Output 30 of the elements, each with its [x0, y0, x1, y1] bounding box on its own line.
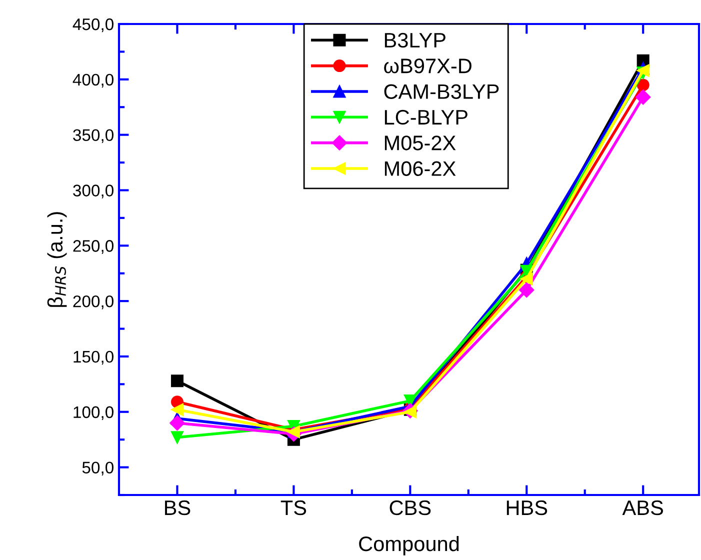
y-tick-label: 350,0 [73, 129, 114, 143]
point [520, 272, 533, 286]
legend-label: M06-2X [384, 161, 456, 176]
point [636, 90, 651, 105]
y-axis-title: β$_{HRS}$ (a.u.) [47, 212, 67, 307]
y-tick-label: 400,0 [72, 74, 114, 88]
y-tick-label: 250,0 [73, 240, 114, 254]
legend-label: LC-BLYP [384, 110, 468, 125]
point [170, 431, 184, 444]
x-tick-label: HBS [506, 500, 548, 516]
x-tick-label: BS [165, 500, 190, 516]
y-tick-label: 200,0 [73, 295, 114, 310]
y-tick-label: 150,0 [74, 350, 114, 365]
legend-label: B3LYP [384, 32, 446, 48]
point [170, 415, 185, 431]
point [170, 374, 184, 388]
y-tick-label: 100,0 [74, 406, 114, 420]
x-axis-title: Compound [359, 536, 459, 556]
y-tick-label: 450,0 [72, 18, 114, 32]
point [170, 403, 184, 416]
x-tick-label: CBS [390, 500, 431, 516]
x-tick-label: ABS [622, 500, 663, 516]
y-tick-label: 50,0 [82, 462, 114, 476]
x-tick-label: TS [280, 500, 306, 516]
legend-label: CAM-B3LYP [384, 84, 499, 99]
legend-label: M05-2X [384, 136, 456, 150]
y-tick-label: 300,0 [73, 184, 114, 198]
point [636, 78, 650, 92]
legend-label: ωB97X-D [384, 58, 472, 74]
point [519, 282, 534, 298]
